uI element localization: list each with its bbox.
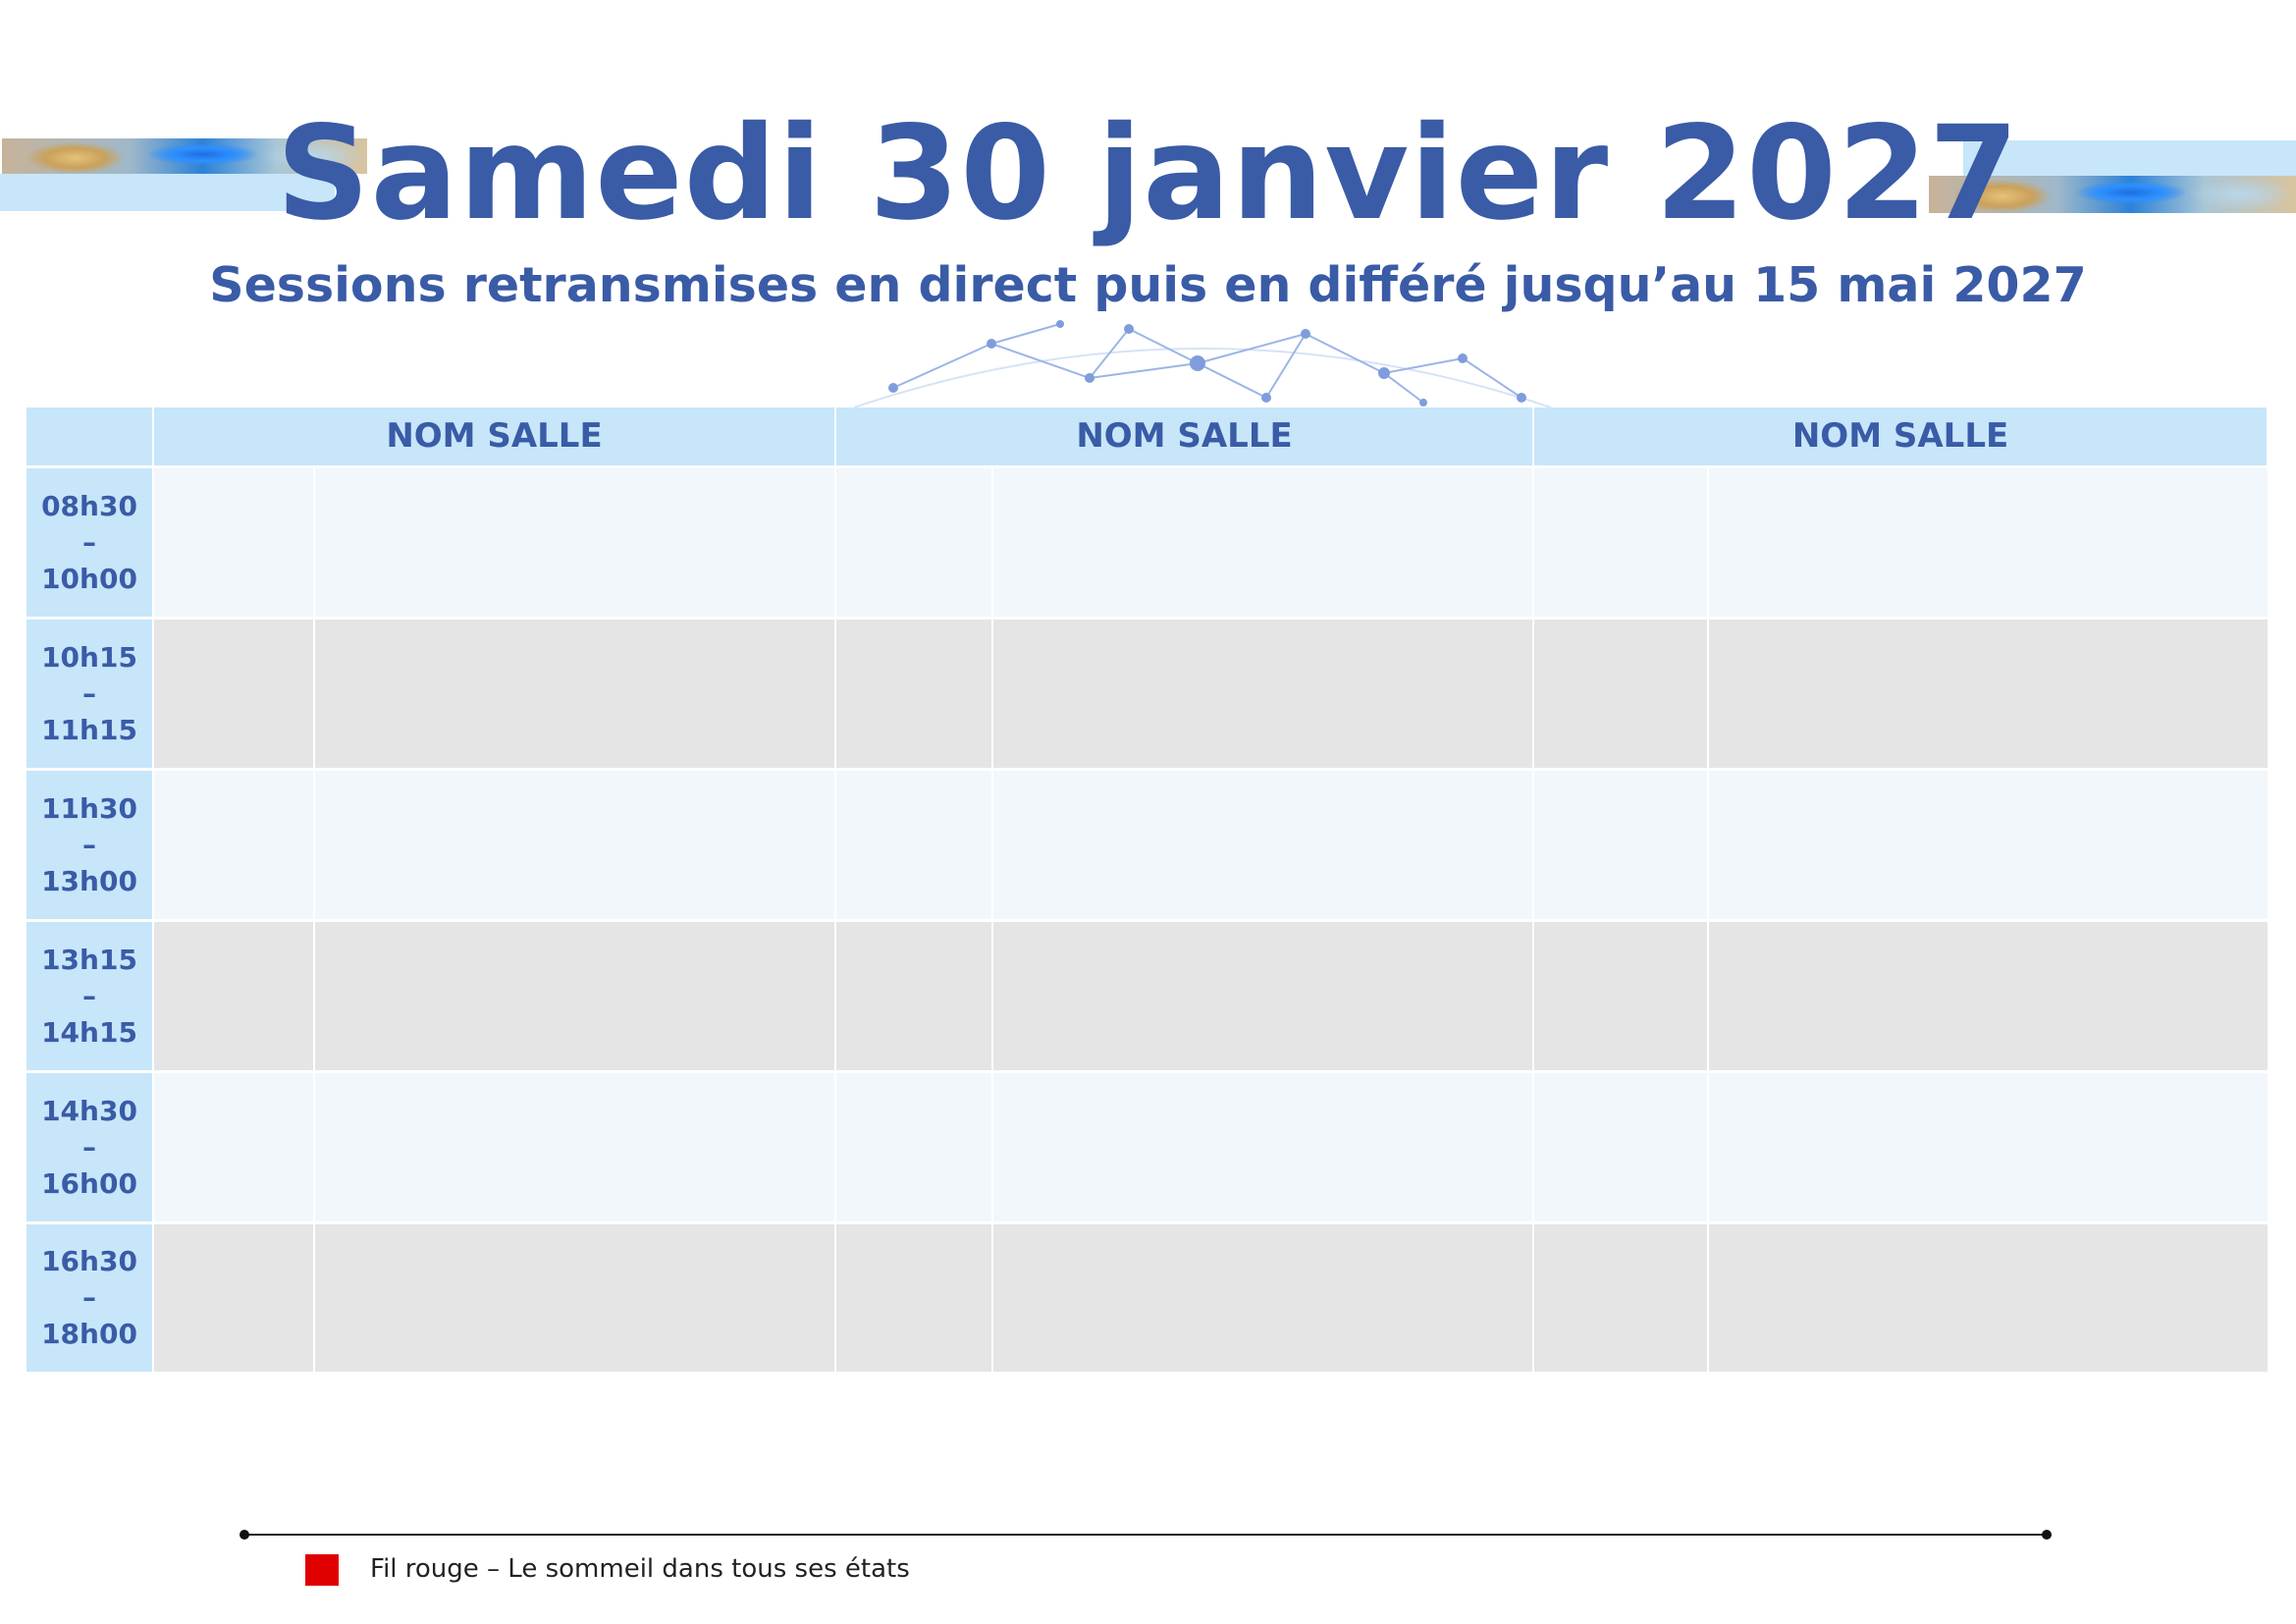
session-cell	[312, 767, 836, 920]
network-globe-graphic	[853, 320, 1552, 407]
time-start: 10h15	[41, 640, 137, 674]
session-cell	[312, 918, 836, 1071]
time-separator: –	[82, 979, 96, 1012]
time-start: 08h30	[41, 489, 137, 522]
session-cell	[312, 1069, 836, 1222]
session-cell	[1707, 767, 2269, 920]
time-end: 14h15	[41, 1015, 137, 1049]
table-row: 08h30 – 10h00	[27, 464, 2269, 618]
time-slot: 08h30 – 10h00	[27, 464, 153, 618]
page-title: Samedi 30 janvier 2027	[276, 98, 2020, 249]
legend-label: Fil rouge – Le sommeil dans tous ses éta…	[370, 1554, 910, 1584]
session-cell	[152, 1220, 314, 1372]
schedule-table: NOM SALLE NOM SALLE NOM SALLE 08h30 – 10…	[27, 407, 2269, 1372]
room-header-3: NOM SALLE	[1533, 407, 2269, 466]
table-row: 11h30 – 13h00	[27, 767, 2269, 920]
time-start: 14h30	[41, 1094, 137, 1127]
legend-divider	[244, 1534, 2048, 1536]
session-cell	[1532, 616, 1709, 769]
time-start: 13h15	[41, 943, 137, 976]
time-end: 13h00	[41, 864, 137, 897]
time-separator: –	[82, 1281, 96, 1315]
time-start: 16h30	[41, 1245, 137, 1278]
decorative-banner-left-image	[2, 138, 367, 174]
time-end: 11h15	[41, 713, 137, 746]
time-end: 16h00	[41, 1166, 137, 1200]
session-cell	[1532, 1220, 1709, 1372]
session-cell	[1707, 1069, 2269, 1222]
page-subtitle: Sessions retransmises en direct puis en …	[209, 257, 2087, 313]
session-cell	[1707, 918, 2269, 1071]
time-separator: –	[82, 525, 96, 559]
session-cell	[991, 918, 1534, 1071]
time-slot: 13h15 – 14h15	[27, 918, 153, 1071]
time-end: 10h00	[41, 562, 137, 595]
session-cell	[991, 616, 1534, 769]
legend-swatch-red	[305, 1554, 339, 1586]
time-start: 11h30	[41, 791, 137, 825]
divider-endpoint-left	[240, 1530, 249, 1540]
session-cell	[834, 1069, 993, 1222]
session-cell	[834, 1220, 993, 1372]
session-cell	[834, 918, 993, 1071]
decorative-banner-right-bar	[1963, 140, 2296, 176]
session-cell	[1532, 918, 1709, 1071]
room-header-1: NOM SALLE	[153, 407, 837, 466]
time-separator: –	[82, 677, 96, 710]
time-slot: 16h30 – 18h00	[27, 1220, 153, 1372]
session-cell	[152, 616, 314, 769]
table-row: 10h15 – 11h15	[27, 616, 2269, 769]
session-cell	[152, 464, 314, 618]
session-cell	[1707, 464, 2269, 618]
time-end: 18h00	[41, 1318, 137, 1351]
decorative-banner-left-bar	[0, 174, 335, 211]
session-cell	[991, 1069, 1534, 1222]
session-cell	[991, 767, 1534, 920]
divider-endpoint-right	[2042, 1530, 2052, 1540]
session-cell	[834, 616, 993, 769]
session-cell	[312, 1220, 836, 1372]
session-cell	[1707, 616, 2269, 769]
table-row: 14h30 – 16h00	[27, 1069, 2269, 1222]
time-slot: 11h30 – 13h00	[27, 767, 153, 920]
session-cell	[1532, 464, 1709, 618]
decorative-banner-right-image	[1929, 176, 2296, 213]
session-cell	[1532, 767, 1709, 920]
time-column-header	[27, 407, 154, 466]
table-row: 16h30 – 18h00	[27, 1220, 2269, 1372]
session-cell	[312, 616, 836, 769]
time-slot: 10h15 – 11h15	[27, 616, 153, 769]
session-cell	[1707, 1220, 2269, 1372]
session-cell	[152, 1069, 314, 1222]
time-separator: –	[82, 828, 96, 861]
session-cell	[1532, 1069, 1709, 1222]
session-cell	[991, 464, 1534, 618]
session-cell	[312, 464, 836, 618]
time-separator: –	[82, 1130, 96, 1164]
table-row: 13h15 – 14h15	[27, 918, 2269, 1071]
session-cell	[152, 918, 314, 1071]
session-cell	[834, 767, 993, 920]
time-slot: 14h30 – 16h00	[27, 1069, 153, 1222]
room-header-row: NOM SALLE NOM SALLE NOM SALLE	[27, 407, 2269, 466]
session-cell	[991, 1220, 1534, 1372]
session-cell	[834, 464, 993, 618]
room-header-2: NOM SALLE	[835, 407, 1535, 466]
session-cell	[152, 767, 314, 920]
